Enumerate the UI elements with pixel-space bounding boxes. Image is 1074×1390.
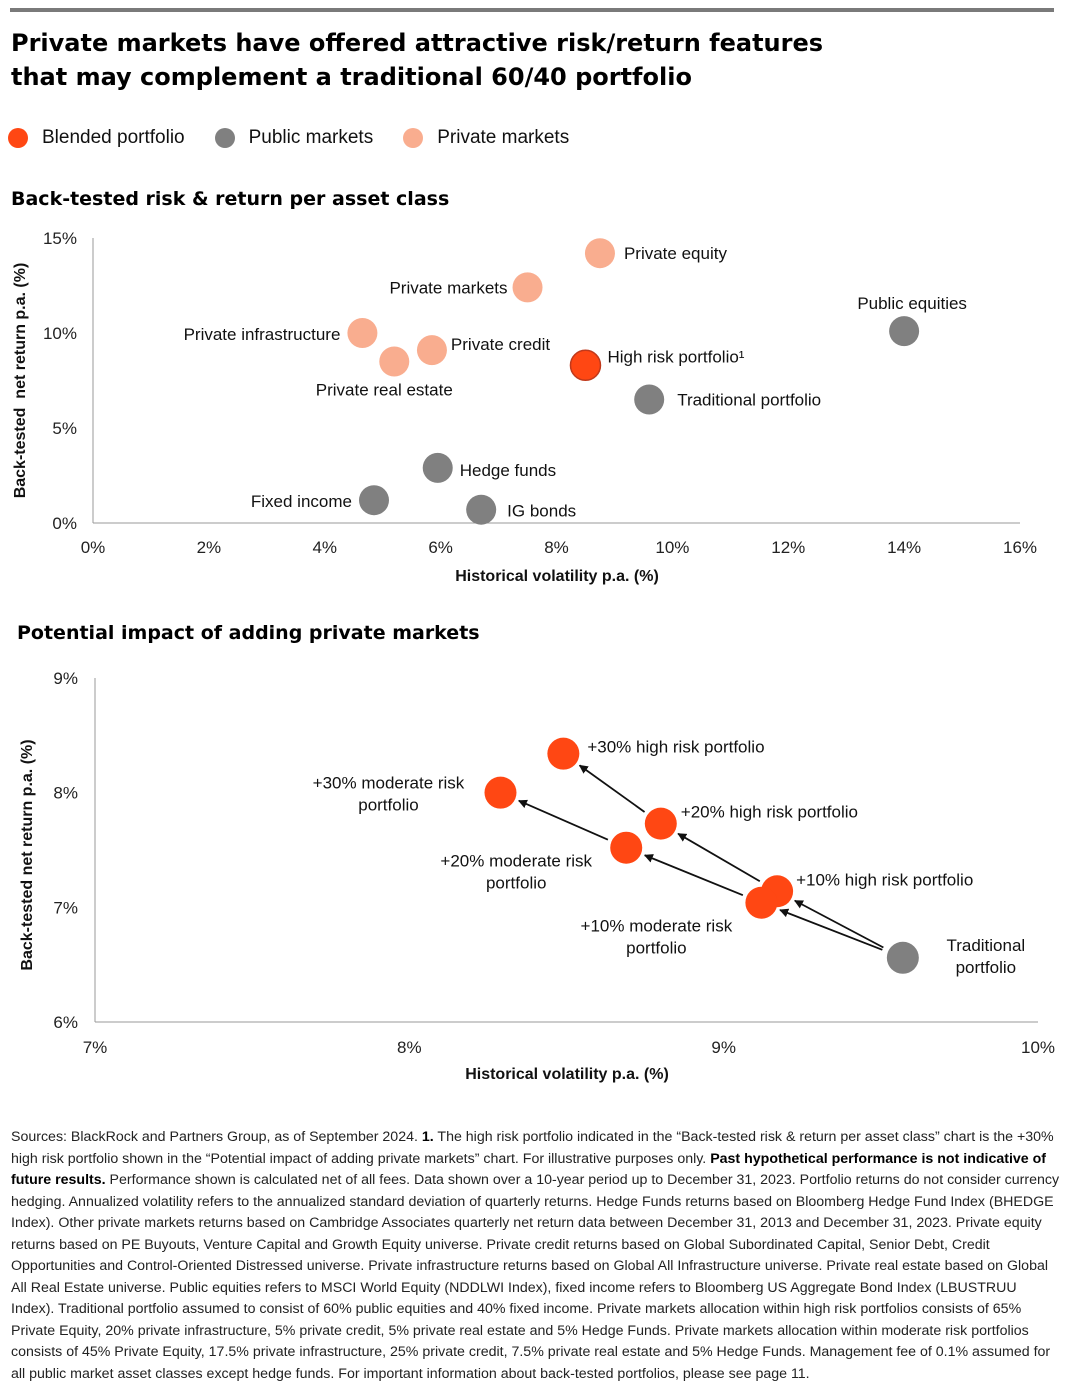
chart1-y-tick-label: 15% xyxy=(43,229,77,248)
chart2-y-tick-label: 9% xyxy=(53,669,78,688)
chart1-title: Back-tested risk & return per asset clas… xyxy=(11,188,450,210)
legend-label-public: Public markets xyxy=(248,127,374,148)
chart2-x-axis-label: Historical volatility p.a. (%) xyxy=(465,1066,669,1083)
chart1-x-tick-label: 8% xyxy=(544,538,569,557)
chart1-x-tick-label: 16% xyxy=(1003,538,1037,557)
chart1-label-private-real-estate: Private real estate xyxy=(316,381,453,400)
legend-swatch-blended xyxy=(8,128,28,148)
chart1-y-tick-label: 10% xyxy=(43,324,77,343)
chart1-point-private-real-estate xyxy=(379,346,410,377)
footnote-sources: Sources: BlackRock and Partners Group, a… xyxy=(11,1129,422,1145)
chart1-point-private-markets xyxy=(512,272,543,303)
chart1-point-hedge-funds xyxy=(422,452,453,483)
chart1-label-private-infrastructure: Private infrastructure xyxy=(184,325,341,344)
legend-swatch-private xyxy=(403,128,424,148)
chart1-point-private-equity xyxy=(584,238,615,269)
page-title: Private markets have offered attractive … xyxy=(11,26,1051,94)
chart2-point-30-moderate-risk-portfolio xyxy=(484,776,517,809)
chart1-label-hedge-funds: Hedge funds xyxy=(460,461,556,480)
chart1-point-private-infrastructure xyxy=(347,318,378,348)
legend-item-private: Private markets xyxy=(403,127,569,149)
chart2-arrow-30-moderate-risk-portfolio xyxy=(517,799,609,841)
chart1-point-private-credit xyxy=(416,335,447,366)
title-line-1: Private markets have offered attractive … xyxy=(11,29,824,57)
chart1-point-public-equities xyxy=(889,316,920,347)
title-line-2: that may complement a traditional 60/40 … xyxy=(11,63,692,91)
chart1-y-tick-label: 5% xyxy=(52,419,77,438)
chart2-point-20-moderate-risk-portfolio xyxy=(610,831,643,864)
legend: Blended portfolio Public markets Private… xyxy=(8,124,599,152)
chart2-y-tick-label: 8% xyxy=(53,784,78,803)
chart1-point-fixed-income xyxy=(358,485,389,516)
chart1-point-traditional-portfolio xyxy=(634,384,665,415)
chart1-label-private-equity: Private equity xyxy=(624,244,727,263)
chart1-label-fixed-income: Fixed income xyxy=(251,492,352,511)
chart1-x-tick-label: 14% xyxy=(887,538,921,557)
footnote-methodology: Performance shown is calculated net of a… xyxy=(11,1172,1060,1382)
chart1-label-traditional-portfolio: Traditional portfolio xyxy=(677,391,821,410)
chart2-label-20-high-risk-portfolio: +20% high risk portfolio xyxy=(681,803,858,822)
chart2-point-30-high-risk-portfolio xyxy=(547,737,580,770)
footnote-ref: 1. xyxy=(421,1129,434,1145)
footnote-text: The high risk portfolio indicated in the… xyxy=(11,1129,1054,1167)
chart2-label-traditional-portfolio: Traditional portfolio xyxy=(946,936,1025,977)
chart2-point-20-high-risk-portfolio xyxy=(644,807,677,840)
chart2-point-traditional-portfolio xyxy=(886,941,919,974)
legend-swatch-public xyxy=(214,128,235,148)
chart2-arrow-10-moderate-risk-portfolio xyxy=(779,908,883,951)
chart2-y-axis-label: Back-tested net return p.a. (%) xyxy=(19,739,36,970)
chart2-point-10-moderate-risk-portfolio xyxy=(745,886,778,919)
chart1-x-tick-label: 12% xyxy=(771,538,805,557)
risk-return-scatter-chart: 0% 2% 4% 6% 8% 10% 12% 14% 16% 0% 5% 10% 15% Historic… xyxy=(12,229,1037,585)
chart1-point-high-risk-portfolio xyxy=(569,349,602,382)
chart1-y-tick-label: 0% xyxy=(52,514,77,533)
chart2-label-20-moderate-risk-portfolio: +20% moderate risk portfolio xyxy=(440,852,592,893)
top-rule xyxy=(10,8,1054,12)
chart2-label-10-high-risk-portfolio: +10% high risk portfolio xyxy=(796,870,973,889)
chart1-x-tick-label: 0% xyxy=(81,538,106,557)
legend-item-blended: Blended portfolio xyxy=(8,127,185,149)
chart1-x-tick-label: 4% xyxy=(312,538,337,557)
legend-label-private: Private markets xyxy=(437,127,570,148)
chart1-label-private-markets: Private markets xyxy=(389,278,507,297)
chart1-label-public-equities: Public equities xyxy=(857,294,967,313)
chart1-y-axis-label: Back-tested net return p.a. (%) xyxy=(12,263,29,499)
chart2-arrow-20-high-risk-portfolio xyxy=(677,832,761,883)
chart1-point-ig-bonds xyxy=(466,494,497,525)
chart2-arrow-30-high-risk-portfolio xyxy=(578,764,646,813)
chart1-x-tick-label: 6% xyxy=(428,538,453,557)
chart2-y-tick-label: 7% xyxy=(53,898,78,917)
chart2-x-tick-label: 10% xyxy=(1021,1038,1055,1057)
chart2-y-tick-label: 6% xyxy=(53,1013,78,1032)
footnote: Sources: BlackRock and Partners Group, a… xyxy=(11,1127,1061,1385)
footnote-disclaimer: Past hypothetical performance is not ind… xyxy=(11,1150,1047,1189)
chart2-x-tick-label: 7% xyxy=(83,1038,108,1057)
legend-label-blended: Blended portfolio xyxy=(42,127,185,148)
chart1-label-private-credit: Private credit xyxy=(451,335,550,354)
chart2-x-tick-label: 8% xyxy=(397,1038,422,1057)
legend-item-public: Public markets xyxy=(214,127,374,149)
chart2-label-30-high-risk-portfolio: +30% high risk portfolio xyxy=(587,738,764,757)
chart1-label-ig-bonds: IG bonds xyxy=(507,502,576,521)
chart2-label-10-moderate-risk-portfolio: +10% moderate risk portfolio xyxy=(581,917,733,958)
chart2-label-30-moderate-risk-portfolio: +30% moderate risk portfolio xyxy=(313,774,465,815)
chart2-x-tick-label: 9% xyxy=(711,1038,736,1057)
chart2-arrow-20-moderate-risk-portfolio xyxy=(643,854,744,897)
chart2-title: Potential impact of adding private marke… xyxy=(17,622,480,644)
chart1-label-high-risk-portfolio: High risk portfolio¹ xyxy=(607,347,744,366)
chart1-x-tick-label: 2% xyxy=(197,538,222,557)
chart2-arrow-10-high-risk-portfolio xyxy=(793,899,884,949)
private-markets-impact-chart: 7% 8% 9% 10% 6% 7% 8% 9% Historical volatility p… xyxy=(19,669,1055,1083)
chart1-x-tick-label: 10% xyxy=(655,538,689,557)
chart1-x-axis-label: Historical volatility p.a. (%) xyxy=(455,568,659,585)
